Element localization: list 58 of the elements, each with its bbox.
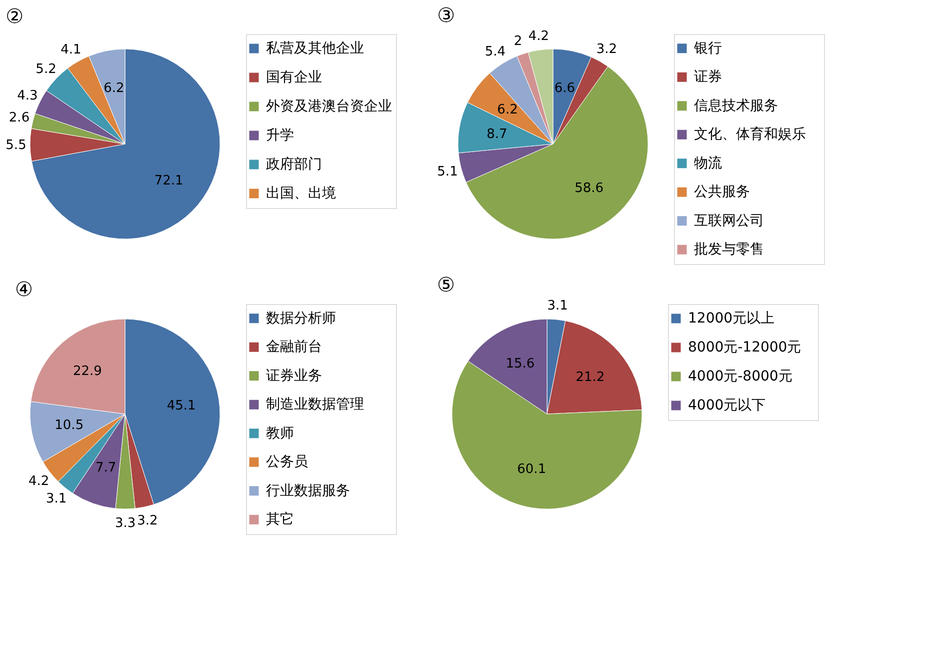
legend-label: 外资及港澳台资企业	[266, 98, 392, 114]
data-label: 21.2	[576, 370, 605, 385]
legend-label: 4000元以下	[688, 398, 766, 414]
legend-label: 升学	[266, 128, 294, 144]
data-label: 8.7	[486, 126, 508, 142]
legend-label: 4000元-8000元	[688, 368, 792, 384]
legend-label: 证券业务	[266, 368, 322, 384]
legend-label: 其它	[266, 512, 294, 528]
data-label: 15.6	[506, 356, 535, 372]
data-label: 4.2	[28, 474, 50, 489]
data-label: 4.3	[17, 88, 38, 104]
legend-label: 证券	[694, 69, 722, 86]
data-label: 5.5	[6, 138, 26, 154]
legend-label: 8000元-12000元	[688, 340, 802, 356]
legend-label: 12000元以上	[688, 310, 775, 326]
legend-label: 制造业数据管理	[266, 396, 364, 413]
legend-label: 批发与零售	[694, 242, 764, 258]
chart-title: ②	[6, 4, 24, 28]
legend-label: 互联网公司	[694, 212, 764, 229]
data-label: 4.1	[60, 42, 82, 58]
legend-label: 私营及其他企业	[266, 40, 364, 56]
slice-label: 数据分析师	[266, 310, 336, 326]
legend-label: 信息技术服务	[694, 98, 778, 114]
data-label: 2.6	[8, 110, 30, 126]
data-label: 5.1	[437, 164, 458, 180]
data-label: 58.6	[574, 181, 604, 196]
chart-title: ⑤	[437, 272, 455, 297]
data-label: 2	[514, 34, 522, 49]
data-label: 10.5	[54, 418, 84, 434]
legend-label: 教师	[266, 425, 294, 442]
chart-title: ④	[15, 277, 33, 301]
data-label: 22.9	[72, 364, 102, 380]
chart-title: ③	[437, 2, 456, 27]
legend-label: 金融前台	[266, 339, 322, 356]
legend-label: 出国、出境	[266, 186, 336, 202]
data-label: 72.1	[154, 173, 184, 188]
legend-label: 行业数据服务	[266, 482, 350, 499]
data-label: 3.2	[596, 42, 618, 58]
data-label: 7.7	[96, 460, 116, 476]
data-label: 6.2	[497, 102, 518, 118]
data-label: 5.2	[36, 62, 56, 77]
data-label: 3.1	[46, 492, 67, 507]
data-label: 3.2	[137, 514, 158, 529]
legend-label: 银行	[693, 40, 722, 56]
data-label: 60.1	[517, 462, 546, 477]
data-label: 5.4	[484, 44, 506, 60]
data-label: 3.3	[115, 516, 136, 531]
legend-label: 文化、体育和娱乐	[694, 126, 806, 143]
data-label: 45.1	[166, 398, 196, 414]
legend-label: 公共服务	[694, 184, 750, 200]
data-label: 6.6	[554, 81, 576, 96]
data-label: 6.2	[104, 81, 124, 96]
legend-label: 物流	[694, 155, 722, 172]
legend-label: 政府部门	[266, 156, 322, 172]
legend-label: 公务员	[266, 454, 308, 470]
legend-label: 国有企业	[266, 70, 322, 86]
data-label: 4.2	[528, 28, 550, 44]
data-label: 3.1	[547, 298, 568, 314]
